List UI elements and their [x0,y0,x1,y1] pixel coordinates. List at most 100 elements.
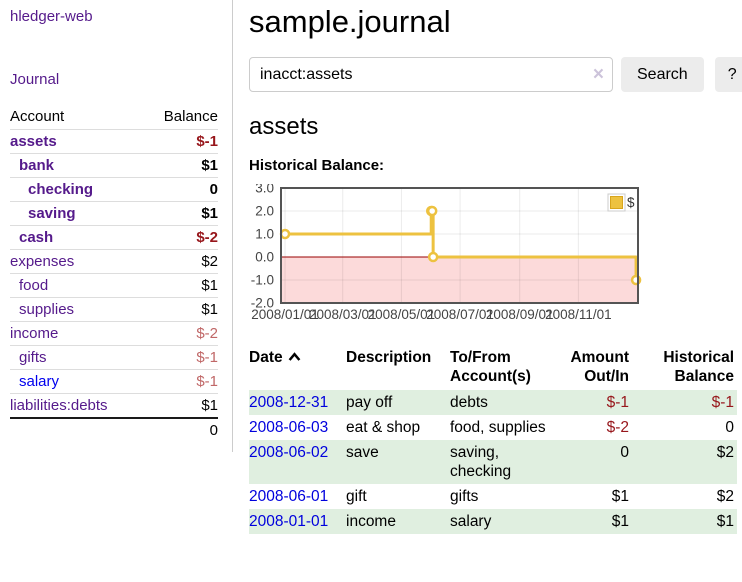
account-balance: $-1 [196,349,218,366]
account-balance: $2 [201,253,218,270]
x-tick-label: 2008/07/01 [426,307,494,322]
account-link[interactable]: food [19,277,49,294]
transaction-accounts: gifts [450,488,479,505]
account-balance: 0 [209,181,218,198]
account-row: checking 0 [10,177,218,202]
balance-chart-svg: $3.0 2.0 1.0 0.0 -1.0 -2.02008/01/012008/03/0… [251,184,642,322]
accounts-total-row: 0 [10,418,218,442]
transaction-description: save [346,444,379,461]
account-link[interactable]: bank [19,157,55,174]
help-button[interactable]: ? [714,57,742,92]
account-link[interactable]: gifts [19,349,47,366]
account-row: saving $1 [10,201,218,226]
account-link[interactable]: cash [19,229,54,246]
y-tick-label: -2.0 [251,296,274,311]
account-row: salary $-1 [10,369,218,394]
account-link[interactable]: liabilities:debts [10,397,108,414]
account-row: income $-2 [10,321,218,346]
account-row: bank $1 [10,153,218,178]
account-link[interactable]: checking [28,181,94,198]
register-tbody: 2008-12-31 pay off debts $-1 $-1 2008-06-03 ea… [249,390,737,534]
chart-label: Historical Balance: [249,157,385,174]
search-bar: × Search ? [249,57,742,92]
clear-search-icon[interactable]: × [592,63,604,85]
register-table: Date Description To/From Account(s) Amou… [249,345,737,534]
transaction-amount: $-2 [606,419,629,436]
account-link[interactable]: assets [10,133,57,150]
accounts-header-account: Account [10,108,65,125]
x-tick-label: 2008/11/01 [545,307,612,322]
chart-marker [427,251,439,263]
account-balance: $-1 [196,133,218,150]
main-content: sample.journal × Search ? assets Histori… [233,0,742,534]
transaction-amount: $1 [611,488,629,505]
account-row: expenses $2 [10,249,218,274]
transaction-accounts: salary [450,513,492,530]
negative-region [281,257,638,303]
y-tick-label: 2.0 [255,204,274,219]
search-input-wrap: × [249,57,613,92]
transaction-date-link[interactable]: 2008-12-31 [249,394,329,411]
plot-border [280,187,639,304]
accounts-header-balance: Balance [163,108,218,125]
transaction-description: pay off [346,394,393,411]
transaction-balance: $2 [716,444,734,461]
transaction-description: income [346,513,396,530]
register-header-description: Description [346,349,432,366]
transaction-date-link[interactable]: 2008-06-02 [249,444,329,461]
account-balance: $-2 [196,325,218,342]
account-link[interactable]: expenses [10,253,75,270]
transaction-date-link[interactable]: 2008-01-01 [249,513,329,530]
register-row: 2008-06-03 eat & shop food, supplies $-2 0 [249,415,737,440]
register-header-amount: Amount Out/In [570,349,629,385]
transaction-accounts: food, supplies [450,419,546,436]
legend-label: $ [627,195,635,210]
search-input[interactable] [249,57,613,92]
account-balance: $1 [201,301,218,318]
sort-asc-icon [288,348,301,367]
chart-marker [279,228,291,240]
account-balance: $1 [201,205,218,222]
search-button[interactable]: Search [621,57,704,92]
register-header-row: Date Description To/From Account(s) Amou… [249,345,737,390]
register-header-balance: Historical Balance [663,349,734,385]
transaction-balance: $-1 [711,394,734,411]
account-link[interactable]: income [10,325,59,342]
account-link[interactable]: saving [28,205,76,222]
sidebar: hledger-web Journal Account Balance asse… [0,0,233,452]
account-link[interactable]: salary [19,373,60,390]
account-row: cash $-2 [10,225,218,250]
y-tick-label: -1.0 [251,273,274,288]
register-row: 2008-01-01 income salary $1 $1 [249,509,737,534]
register-header-date[interactable]: Date [249,345,346,390]
balance-chart: $3.0 2.0 1.0 0.0 -1.0 -2.0 2008/01/01 2008/03/0… [249,184,737,326]
x-tick-label: 2008/09/01 [486,307,554,322]
transaction-balance: 0 [725,419,734,436]
transaction-description: eat & shop [346,419,421,436]
transaction-accounts: saving, checking [450,444,512,480]
x-tick-label: 2008/05/01 [368,307,436,322]
y-tick-label: 0.0 [255,250,274,265]
transaction-balance: $1 [716,513,734,530]
chart-legend: $ [607,193,635,212]
legend-swatch [610,196,623,209]
account-row: supplies $1 [10,297,218,322]
register-row: 2008-12-31 pay off debts $-1 $-1 [249,390,737,415]
transaction-accounts: debts [450,394,488,411]
account-row: food $1 [10,273,218,298]
account-row: liabilities:debts $1 [10,393,218,419]
accounts-tbody: assets $-1 bank $1 checking 0 saving $1 cash $-2 e… [10,129,218,419]
journal-link[interactable]: Journal [10,71,60,88]
page-title: sample.journal [249,4,451,39]
chart-marker [426,205,438,217]
account-balance: $1 [201,277,218,294]
transaction-amount: 0 [620,444,629,461]
transaction-description: gift [346,488,367,505]
account-link[interactable]: supplies [19,301,75,318]
accounts-total-balance: 0 [209,422,218,439]
x-tick-label: 2008/01/01 [251,307,319,322]
transaction-date-link[interactable]: 2008-06-01 [249,488,329,505]
register-row: 2008-06-01 gift gifts $1 $2 [249,484,737,509]
transaction-date-link[interactable]: 2008-06-03 [249,419,329,436]
app-title-link[interactable]: hledger-web [10,8,93,25]
